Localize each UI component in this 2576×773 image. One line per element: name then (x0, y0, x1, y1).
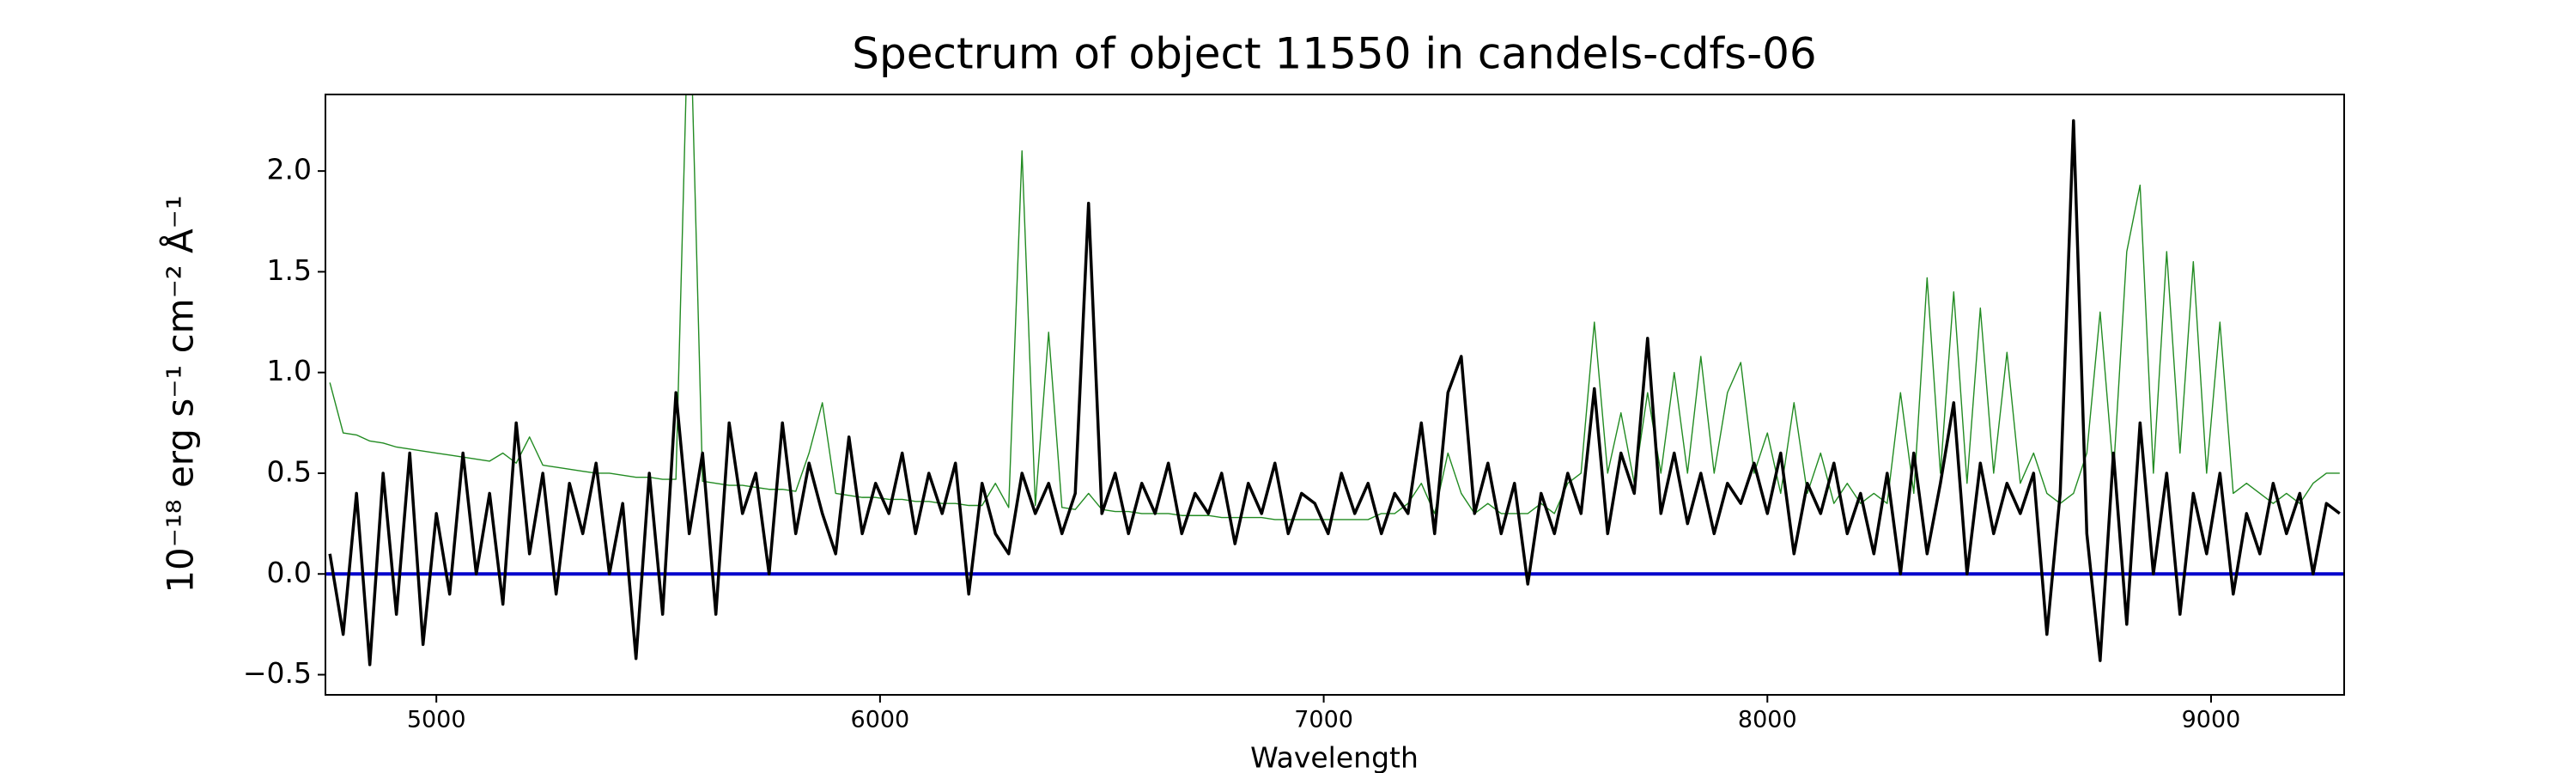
spectrum-line (329, 94, 2340, 520)
x-tick-label: 6000 (851, 707, 910, 733)
plot-area (325, 94, 2344, 666)
y-tick-label: 1.0 (267, 354, 312, 387)
x-tick-label: 7000 (1294, 707, 1353, 733)
y-tick-label: 2.0 (267, 153, 312, 186)
x-tick-label: 9000 (2182, 707, 2241, 733)
y-tick-label: 0.0 (267, 556, 312, 589)
y-axis-label: 10⁻¹⁸ erg s⁻¹ cm⁻² Å⁻¹ (159, 195, 202, 593)
y-tick-label: −0.5 (243, 656, 312, 690)
axes-frame (325, 94, 2345, 696)
chart-title: Spectrum of object 11550 in candels-cdfs… (852, 29, 1817, 79)
x-tick-label: 5000 (407, 707, 466, 733)
x-tick-label: 8000 (1738, 707, 1797, 733)
y-tick-label: 1.5 (267, 253, 312, 287)
y-tick-label: 0.5 (267, 454, 312, 488)
x-axis-label: Wavelength (1250, 741, 1419, 773)
spectrum-line (328, 119, 2341, 666)
